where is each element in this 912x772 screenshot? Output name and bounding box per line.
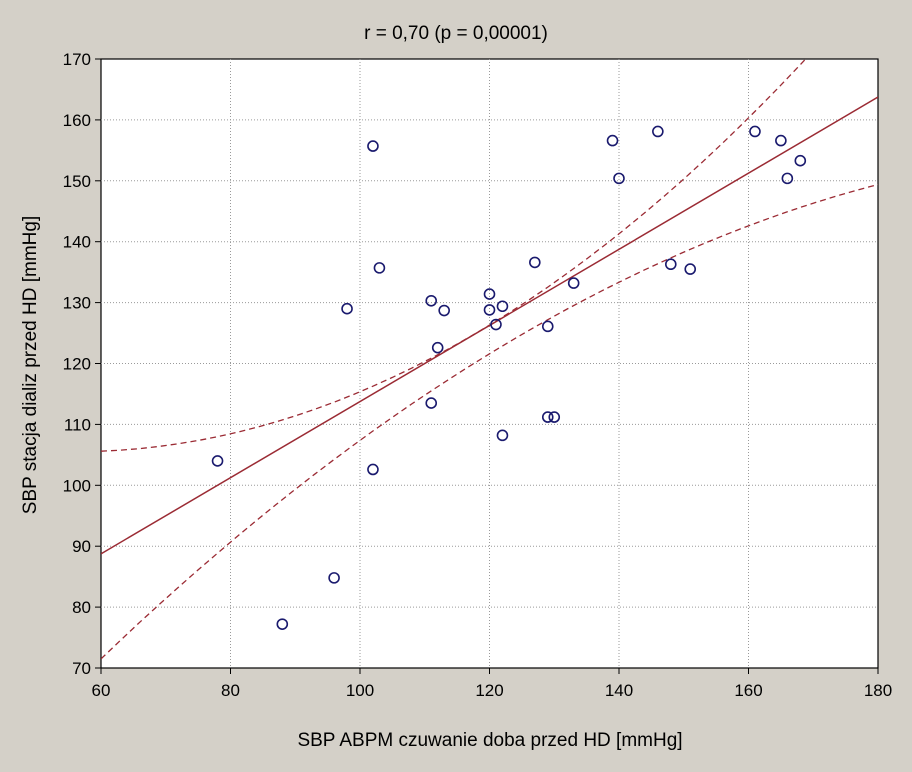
data-point: [567, 277, 580, 289]
y-tick-label: 100: [63, 476, 91, 495]
data-points: [211, 125, 807, 630]
grid-y: [101, 119, 878, 608]
data-point: [541, 411, 554, 423]
y-tick-label: 130: [63, 294, 91, 313]
data-point: [438, 304, 450, 317]
data-point: [425, 294, 438, 307]
data-point: [276, 618, 289, 630]
data-point: [367, 140, 379, 152]
x-tick-label: 160: [734, 681, 762, 700]
y-tick-label: 160: [63, 111, 91, 130]
y-tick-label: 120: [63, 355, 91, 374]
data-point: [749, 125, 761, 138]
data-point: [211, 455, 224, 467]
data-point: [341, 302, 353, 315]
x-tick-label: 60: [92, 681, 111, 700]
data-point: [781, 172, 794, 185]
y-tick-label: 110: [64, 415, 91, 434]
y-tick-label: 140: [63, 233, 91, 252]
data-point: [613, 172, 625, 185]
data-point: [373, 262, 386, 274]
y-tick-label: 150: [63, 172, 91, 191]
x-tick-label: 140: [605, 681, 633, 700]
regression-line: [101, 96, 878, 555]
data-point: [775, 134, 787, 147]
y-tick-label: 80: [72, 598, 91, 617]
y-axis-label: SBP stacja dializ przed HD [mmHg]: [20, 216, 41, 514]
data-point: [425, 397, 438, 409]
y-tick-label: 170: [63, 50, 91, 69]
data-point: [606, 134, 619, 147]
data-point: [483, 304, 496, 316]
data-point: [794, 154, 807, 167]
x-axis-label: SBP ABPM czuwanie doba przed HD [mmHg]: [297, 730, 682, 751]
data-point: [541, 320, 554, 333]
y-tick-label: 90: [72, 537, 91, 556]
data-point: [328, 572, 340, 584]
data-point: [490, 318, 502, 331]
data-point: [652, 125, 664, 138]
data-point: [496, 429, 509, 442]
data-point: [483, 288, 496, 300]
x-tick-label: 120: [475, 681, 503, 700]
data-point: [548, 411, 561, 423]
data-point: [664, 258, 677, 271]
data-point: [684, 263, 697, 275]
chart-title: r = 0,70 (p = 0,00001): [364, 23, 548, 44]
y-tick-label: 70: [72, 659, 91, 678]
grid-x: [230, 59, 749, 668]
y-axis-ticks: 70 80 90 100 110 120 130 140 150 160 170: [63, 50, 101, 678]
data-point: [529, 256, 541, 269]
data-point: [496, 300, 509, 313]
regression: [101, 96, 878, 555]
x-tick-label: 180: [864, 681, 892, 700]
data-point: [431, 341, 444, 354]
confidence-band-lower: [101, 183, 878, 660]
x-tick-label: 100: [346, 681, 374, 700]
x-tick-label: 80: [221, 681, 240, 700]
data-point: [367, 463, 379, 476]
x-axis-ticks: 60 80 100 120 140 160 180: [92, 668, 892, 700]
